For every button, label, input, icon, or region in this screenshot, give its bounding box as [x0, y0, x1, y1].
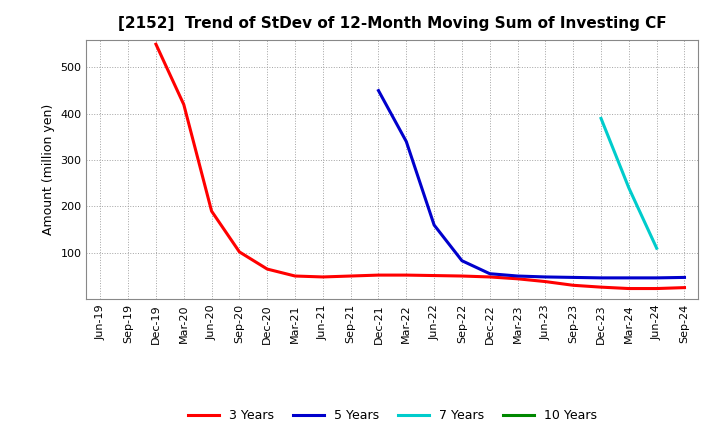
5 Years	[402, 139, 410, 144]
3 Years	[569, 282, 577, 288]
Line: 3 Years: 3 Years	[156, 44, 685, 289]
5 Years	[680, 275, 689, 280]
5 Years	[374, 88, 383, 93]
5 Years	[541, 274, 550, 279]
3 Years	[458, 273, 467, 279]
3 Years	[263, 267, 271, 272]
Line: 5 Years: 5 Years	[379, 91, 685, 278]
3 Years	[207, 209, 216, 214]
5 Years	[597, 275, 606, 281]
3 Years	[291, 273, 300, 279]
3 Years	[680, 285, 689, 290]
3 Years	[485, 274, 494, 279]
3 Years	[652, 286, 661, 291]
7 Years	[597, 116, 606, 121]
5 Years	[569, 275, 577, 280]
3 Years	[597, 285, 606, 290]
5 Years	[624, 275, 633, 281]
3 Years	[152, 42, 161, 47]
5 Years	[513, 273, 522, 279]
3 Years	[346, 273, 355, 279]
3 Years	[402, 272, 410, 278]
5 Years	[430, 222, 438, 227]
3 Years	[318, 274, 327, 279]
5 Years	[652, 275, 661, 281]
3 Years	[541, 279, 550, 284]
Title: [2152]  Trend of StDev of 12-Month Moving Sum of Investing CF: [2152] Trend of StDev of 12-Month Moving…	[118, 16, 667, 32]
3 Years	[179, 102, 188, 107]
7 Years	[624, 185, 633, 191]
3 Years	[513, 276, 522, 282]
Y-axis label: Amount (million yen): Amount (million yen)	[42, 104, 55, 235]
3 Years	[624, 286, 633, 291]
7 Years	[652, 246, 661, 251]
5 Years	[485, 271, 494, 276]
Legend: 3 Years, 5 Years, 7 Years, 10 Years: 3 Years, 5 Years, 7 Years, 10 Years	[183, 404, 602, 427]
5 Years	[458, 258, 467, 264]
3 Years	[374, 272, 383, 278]
3 Years	[430, 273, 438, 278]
Line: 7 Years: 7 Years	[601, 118, 657, 248]
3 Years	[235, 249, 243, 255]
